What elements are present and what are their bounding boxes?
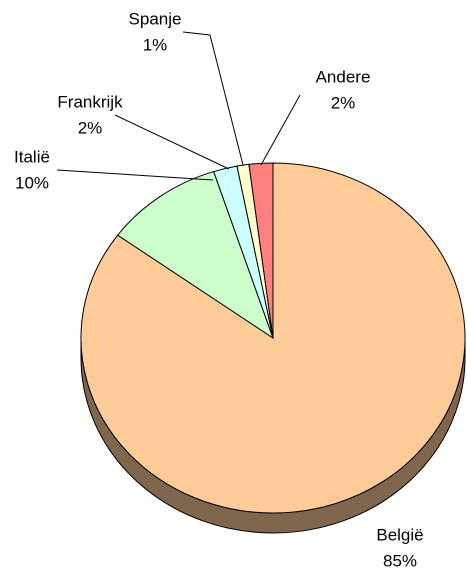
slice bbox=[248, 162, 274, 339]
leader-line bbox=[56, 169, 214, 181]
slice bbox=[116, 170, 274, 340]
leader-line bbox=[182, 31, 244, 166]
data-label-name: Spanje bbox=[129, 9, 182, 28]
data-label-value: 10% bbox=[15, 173, 49, 192]
data-label-value: 2% bbox=[78, 118, 103, 137]
data-label-name: Frankrijk bbox=[57, 92, 123, 111]
data-label-name: België bbox=[376, 525, 423, 544]
data-label-name: Italië bbox=[14, 147, 50, 166]
data-label-value: 1% bbox=[143, 35, 168, 54]
data-label-value: 85% bbox=[383, 551, 417, 570]
data-label-name: Andere bbox=[316, 67, 371, 86]
leader-line bbox=[260, 94, 301, 166]
leader-line bbox=[114, 114, 230, 170]
data-label-value: 2% bbox=[331, 93, 356, 112]
